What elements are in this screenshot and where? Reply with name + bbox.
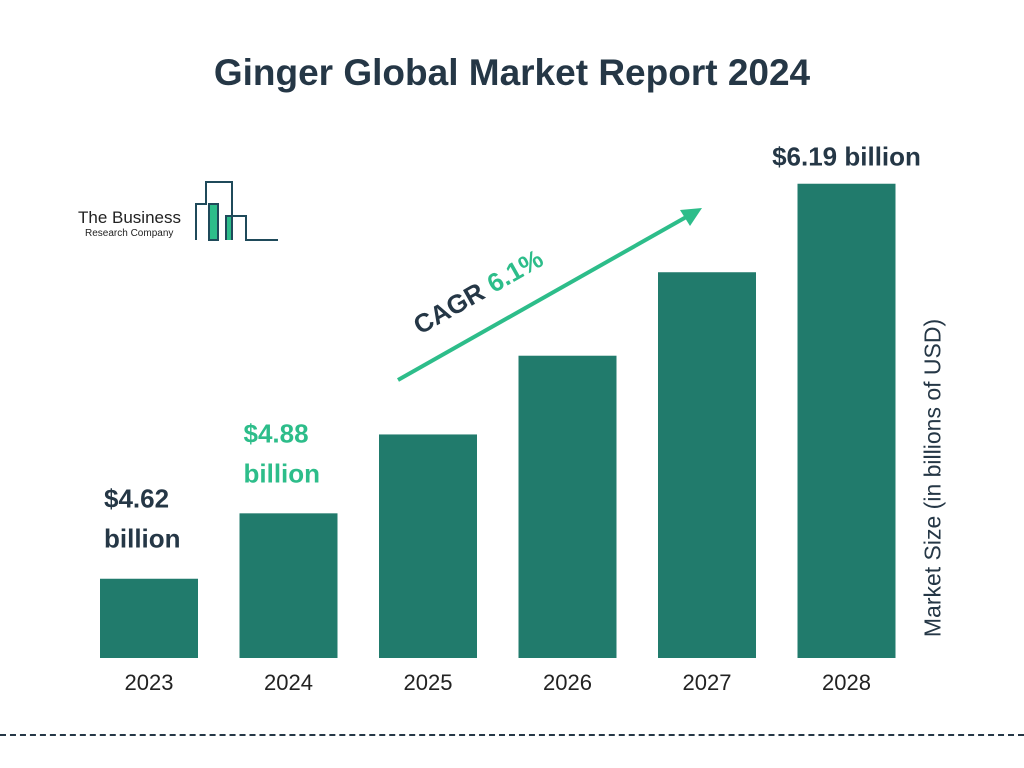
data-label-2023: $4.62 [104,484,169,514]
x-tick-label: 2026 [543,670,592,695]
y-axis-label: Market Size (in billions of USD) [919,318,946,638]
bar-2024 [239,513,338,658]
data-label-2023: billion [104,524,181,554]
footer-divider [0,734,1024,736]
logo-line1: The Business [78,208,181,227]
bar-2026 [518,355,617,658]
x-tick-label: 2028 [822,670,871,695]
logo-line2: Research Company [85,228,173,239]
bar-2023 [100,578,198,658]
cagr-arrow [397,208,702,382]
data-label-2024: $4.88 [244,418,309,448]
cagr-value: 6.1% [482,243,548,298]
company-logo: The Business Research Company [78,180,283,250]
bar-2025 [379,434,477,658]
data-label-2028: $6.19 billion [772,142,921,172]
x-tick-label: 2027 [683,670,732,695]
cagr-annotation: CAGR6.1% [408,243,548,340]
x-tick-label: 2023 [125,670,174,695]
data-label-2024: billion [244,458,321,488]
bar-2028 [797,183,896,658]
x-tick-label: 2025 [404,670,453,695]
chart-title: Ginger Global Market Report 2024 [213,52,811,93]
x-tick-label: 2024 [264,670,313,695]
bar-2027 [658,272,756,658]
cagr-prefix: CAGR [408,276,490,340]
